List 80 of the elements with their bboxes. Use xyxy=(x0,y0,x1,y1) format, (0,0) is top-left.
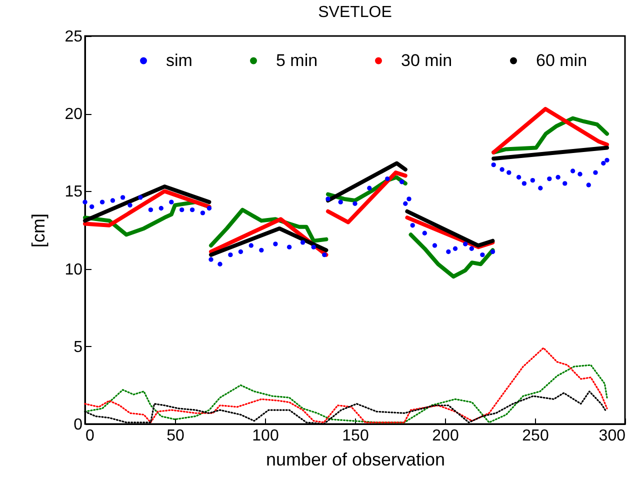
point xyxy=(406,196,412,202)
point xyxy=(480,252,485,258)
point xyxy=(120,195,126,200)
point xyxy=(586,182,591,188)
point xyxy=(556,174,560,180)
point xyxy=(604,158,610,162)
point xyxy=(100,200,105,204)
y-tick-label: 25 xyxy=(64,28,83,46)
point xyxy=(206,206,212,211)
point xyxy=(410,223,415,228)
legend-label: 30 min xyxy=(401,50,452,70)
point xyxy=(422,230,428,236)
point xyxy=(82,200,88,204)
point xyxy=(399,180,404,184)
point xyxy=(432,243,438,248)
point xyxy=(538,186,543,190)
point xyxy=(286,244,292,250)
x-tick-label: 150 xyxy=(342,428,369,444)
point xyxy=(491,162,496,168)
point xyxy=(238,249,244,254)
point xyxy=(110,198,116,203)
point xyxy=(338,200,343,204)
point xyxy=(452,246,458,251)
point xyxy=(273,242,278,246)
y-tick-label: 5 xyxy=(74,338,83,356)
x-tick-label: 200 xyxy=(432,428,459,444)
point xyxy=(500,167,504,172)
point xyxy=(259,248,264,253)
y-tick-label: 20 xyxy=(64,106,83,124)
point xyxy=(516,174,522,180)
point xyxy=(490,249,496,254)
point xyxy=(158,206,164,211)
y-axis-title: [cm] xyxy=(28,214,49,248)
point xyxy=(200,210,206,216)
legend-label: 60 min xyxy=(536,50,588,70)
point xyxy=(578,172,582,176)
point xyxy=(367,186,372,190)
y-tick-label: 10 xyxy=(64,261,83,278)
point xyxy=(228,252,233,258)
x-tick-label: 250 xyxy=(522,428,549,444)
x-tick-label: 100 xyxy=(252,428,279,444)
legend-label: sim xyxy=(166,50,192,70)
x-tick-label: 0 xyxy=(86,428,94,444)
line-series xyxy=(84,364,608,424)
point xyxy=(326,196,330,202)
point xyxy=(547,176,552,182)
point xyxy=(352,201,358,206)
point xyxy=(322,252,327,258)
point xyxy=(469,246,474,251)
point xyxy=(403,201,408,206)
chart-title: SVETLOE xyxy=(318,4,392,21)
point xyxy=(311,244,316,250)
point xyxy=(562,181,568,186)
point xyxy=(601,160,606,166)
y-tick-label: 15 xyxy=(64,184,83,201)
point xyxy=(248,243,254,248)
point xyxy=(89,204,94,210)
line-series xyxy=(84,347,608,424)
point xyxy=(128,202,132,208)
point xyxy=(446,249,451,254)
point xyxy=(169,200,174,204)
x-tick-label: 300 xyxy=(598,428,626,444)
point xyxy=(179,207,184,212)
point xyxy=(148,207,154,212)
point xyxy=(300,240,306,245)
point xyxy=(522,181,527,186)
x-tick-label: 50 xyxy=(166,428,184,444)
point xyxy=(506,170,512,175)
point xyxy=(530,178,536,183)
y-tick-label: 0 xyxy=(74,416,83,434)
x-axis-title: number of observation xyxy=(266,450,446,470)
point xyxy=(570,168,576,174)
point xyxy=(593,170,598,175)
point xyxy=(190,207,195,212)
point xyxy=(385,176,390,182)
point xyxy=(218,262,222,266)
legend-label: 5 min xyxy=(276,50,318,70)
point xyxy=(462,242,468,246)
point xyxy=(138,195,143,200)
point xyxy=(208,257,214,262)
